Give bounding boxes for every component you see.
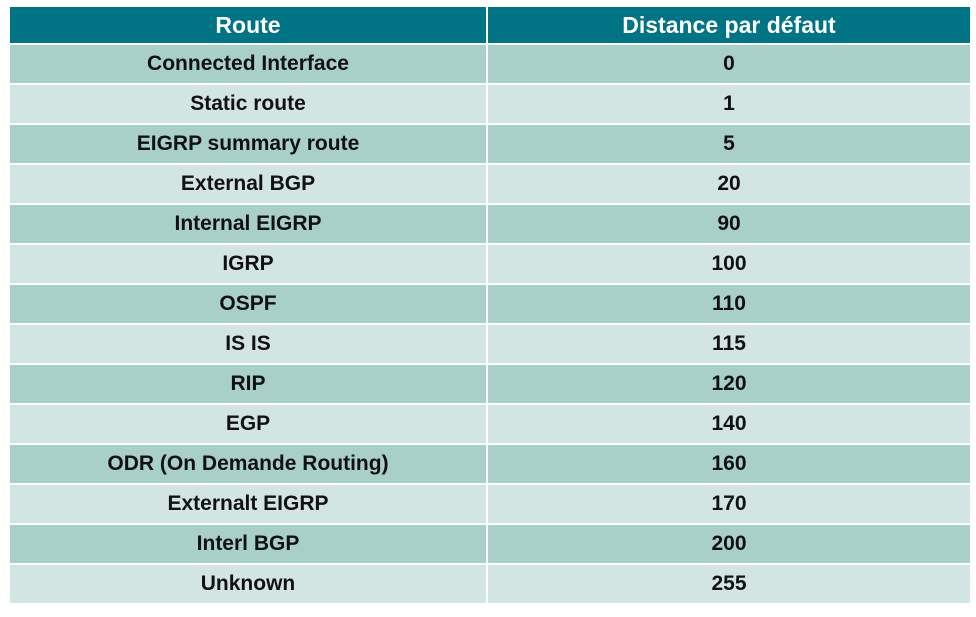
distance-cell: 0 xyxy=(488,45,970,85)
distance-cell: 200 xyxy=(488,525,970,565)
table-row: EGP 140 xyxy=(10,405,970,445)
table-header: Route Distance par défaut xyxy=(10,7,970,45)
distance-cell: 255 xyxy=(488,565,970,605)
route-cell: OSPF xyxy=(10,285,488,325)
route-cell: RIP xyxy=(10,365,488,405)
distance-cell: 140 xyxy=(488,405,970,445)
route-cell: External BGP xyxy=(10,165,488,205)
header-row: Route Distance par défaut xyxy=(10,7,970,45)
table-row: Unknown 255 xyxy=(10,565,970,605)
administrative-distance-table: Route Distance par défaut Connected Inte… xyxy=(10,7,970,605)
table-body: Connected Interface 0 Static route 1 EIGRP s… xyxy=(10,45,970,605)
table-row: Connected Interface 0 xyxy=(10,45,970,85)
distance-cell: 1 xyxy=(488,85,970,125)
route-cell: ODR (On Demande Routing) xyxy=(10,445,488,485)
route-cell: Connected Interface xyxy=(10,45,488,85)
distance-cell: 170 xyxy=(488,485,970,525)
table-row: ODR (On Demande Routing) 160 xyxy=(10,445,970,485)
table-row: RIP 120 xyxy=(10,365,970,405)
table-row: IS IS 115 xyxy=(10,325,970,365)
route-cell: Externalt EIGRP xyxy=(10,485,488,525)
distance-cell: 90 xyxy=(488,205,970,245)
route-cell: IS IS xyxy=(10,325,488,365)
table-row: Static route 1 xyxy=(10,85,970,125)
table-row: Interl BGP 200 xyxy=(10,525,970,565)
route-cell: Interl BGP xyxy=(10,525,488,565)
table-row: Externalt EIGRP 170 xyxy=(10,485,970,525)
distance-cell: 110 xyxy=(488,285,970,325)
route-cell: Unknown xyxy=(10,565,488,605)
distance-cell: 20 xyxy=(488,165,970,205)
table-row: IGRP 100 xyxy=(10,245,970,285)
distance-cell: 100 xyxy=(488,245,970,285)
distance-cell: 120 xyxy=(488,365,970,405)
route-cell: EIGRP summary route xyxy=(10,125,488,165)
header-distance: Distance par défaut xyxy=(488,7,970,45)
route-cell: EGP xyxy=(10,405,488,445)
header-route: Route xyxy=(10,7,488,45)
table-row: Internal EIGRP 90 xyxy=(10,205,970,245)
table-row: External BGP 20 xyxy=(10,165,970,205)
route-cell: Internal EIGRP xyxy=(10,205,488,245)
route-cell: Static route xyxy=(10,85,488,125)
table-row: OSPF 110 xyxy=(10,285,970,325)
route-cell: IGRP xyxy=(10,245,488,285)
distance-cell: 5 xyxy=(488,125,970,165)
distance-cell: 115 xyxy=(488,325,970,365)
distance-cell: 160 xyxy=(488,445,970,485)
table-row: EIGRP summary route 5 xyxy=(10,125,970,165)
